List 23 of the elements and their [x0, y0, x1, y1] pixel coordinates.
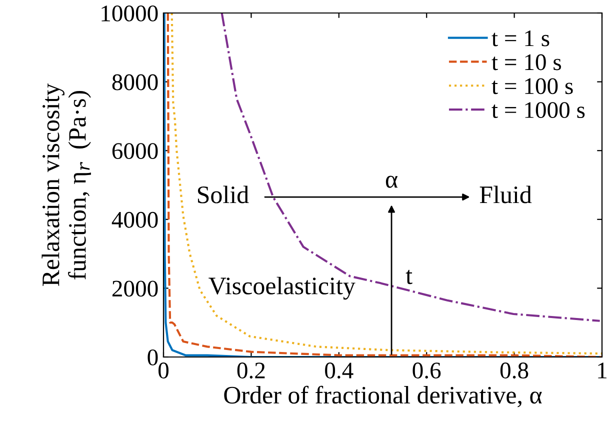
x-tick-label: 0.6	[412, 362, 441, 379]
y-tick-label: 0	[148, 349, 158, 366]
y-tick-label: 2000	[112, 280, 158, 297]
annotation: t	[406, 270, 412, 284]
annotation: Viscoelasticity	[208, 276, 356, 300]
y-tick-label: 10000	[102, 5, 158, 22]
y-tick-label: 6000	[112, 143, 158, 160]
y-tick-label: 8000	[112, 74, 158, 90]
annotation: Solid	[198, 186, 249, 204]
legend-label: t = 1 s	[492, 30, 550, 46]
annotation: α	[386, 176, 398, 188]
legend-label: t = 100 s	[492, 78, 573, 94]
legend-label: t = 1000 s	[492, 102, 585, 118]
x-tick-label: 0	[158, 362, 169, 378]
annotation: Fluid	[480, 186, 532, 204]
x-tick-label: 0.8	[500, 362, 528, 379]
y-axis-title: Relaxation viscosity function, η$_{r}$ (Pa·s)	[42, 83, 91, 286]
x-axis-title: Order of fractional derivative, α	[224, 386, 542, 408]
x-tick-label: 0.2	[237, 362, 265, 379]
y-tick-label: 4000	[112, 212, 158, 228]
legend-label: t = 10 s	[492, 54, 562, 70]
x-tick-label: 1	[598, 362, 606, 378]
x-tick-label: 0.4	[325, 362, 354, 379]
